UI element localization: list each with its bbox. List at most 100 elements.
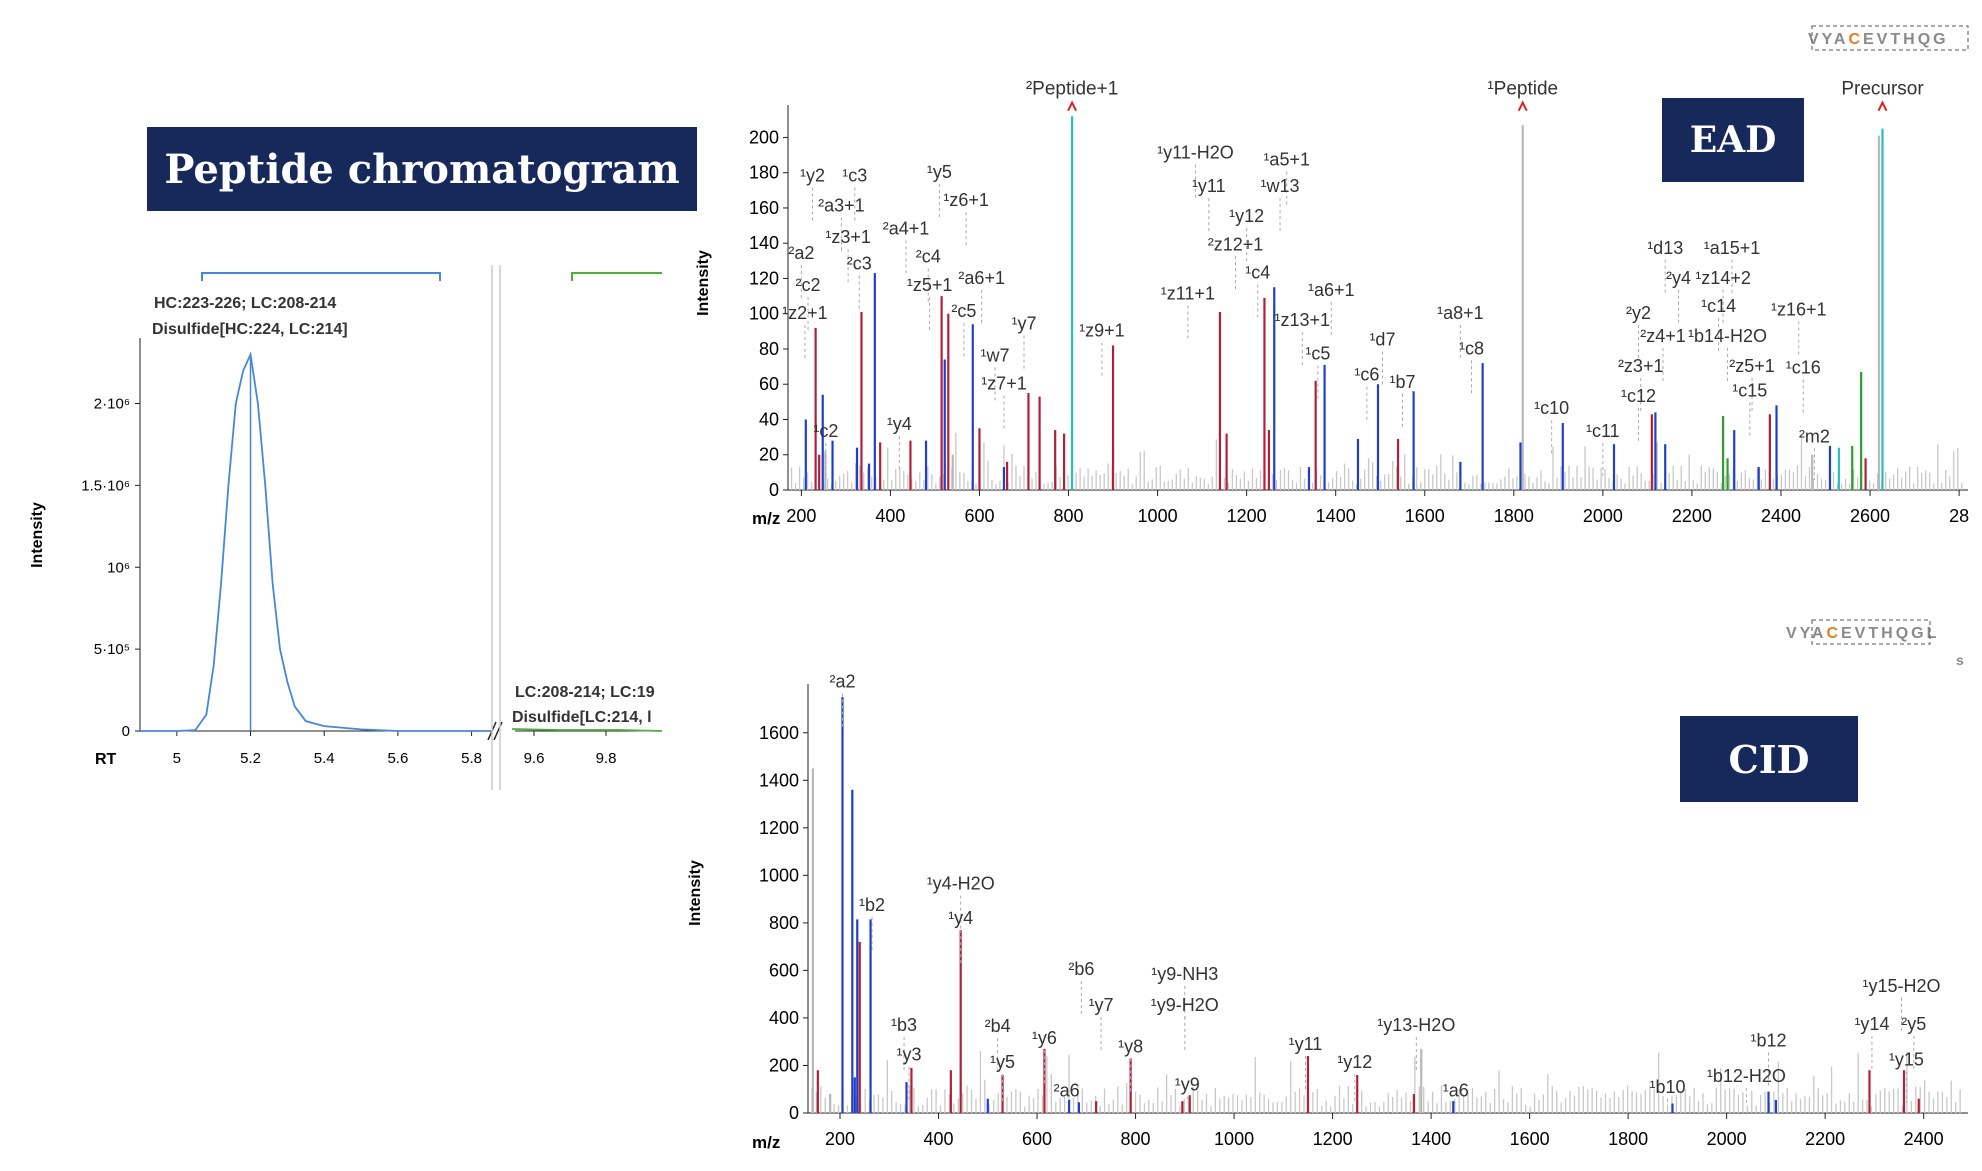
ion-label: ¹y8	[1118, 1036, 1143, 1056]
peak1-bracket	[201, 272, 441, 281]
chromatogram-trace	[140, 351, 490, 732]
ion-label: ¹b2	[859, 895, 885, 915]
spectrum-y-tick-label: 180	[749, 163, 779, 183]
ion-label: ²a3+1	[818, 195, 865, 215]
cid-chart: Intensity m/z VYACEVTHQGL s 020040060080…	[687, 619, 1968, 1152]
chromatogram-y-tick-label: 2·10⁶	[94, 396, 130, 413]
spectrum-y-tick-label: 200	[749, 127, 779, 147]
ion-label: ¹c6	[1354, 365, 1379, 385]
ion-label: ¹y11-H2O	[1157, 143, 1234, 163]
ion-label: ¹a15+1	[1704, 238, 1761, 258]
spectrum-y-tick-label: 800	[769, 913, 799, 933]
peak-label: ¹Peptide	[1487, 79, 1558, 100]
ion-label: ²b6	[1068, 959, 1094, 979]
spectrum-y-tick-label: 200	[769, 1055, 799, 1075]
spectrum-y-tick-label: 60	[759, 374, 779, 394]
peak-arrow	[1067, 100, 1077, 112]
sequence-residue: C	[1826, 625, 1841, 642]
ion-label: ¹c3	[842, 166, 867, 186]
spectrum-y-tick-label: 1400	[759, 770, 799, 790]
ion-label: ¹w7	[981, 345, 1010, 365]
spectrum-x-tick-label: 1600	[1405, 506, 1445, 526]
cid-badge: CID	[1680, 716, 1858, 802]
ion-label: ¹d13	[1647, 238, 1683, 258]
ion-label: ¹z3+1	[825, 227, 871, 247]
spectrum-x-tick-label: 400	[924, 1129, 954, 1149]
chromatogram-y-tick-label: 10⁶	[107, 559, 130, 576]
chromatogram-peak1-label-line1: HC:223-226; LC:208-214	[154, 295, 336, 312]
ion-label: ²c2	[796, 275, 821, 295]
ion-label: ²a2	[788, 243, 814, 263]
chromatogram-y-tick-label: 1.5·10⁶	[81, 477, 130, 494]
spectrum-x-tick-label: 2600	[1850, 506, 1890, 526]
sequence-residue: V	[1877, 31, 1891, 48]
sequence-residue: T	[1890, 31, 1903, 48]
ion-label: ¹y7	[1011, 314, 1036, 334]
cid-ylabel: Intensity	[687, 860, 704, 926]
sequence-residue: Q	[1896, 625, 1911, 642]
sequence-residue: E	[1841, 625, 1855, 642]
sequence-residue: A	[1834, 31, 1849, 48]
ion-label: ¹z2+1	[782, 303, 828, 323]
spectrum-x-tick-label: 1400	[1316, 506, 1356, 526]
ion-label: ¹y4	[948, 908, 973, 928]
peak2-bracket	[571, 272, 662, 281]
spectrum-y-tick-label: 600	[769, 960, 799, 980]
ion-label: ¹b3	[891, 1015, 917, 1035]
ead-xlabel: m/z	[752, 509, 780, 528]
ion-label: ¹y6	[1032, 1028, 1057, 1048]
ion-label: ¹c2	[813, 421, 838, 441]
spectrum-x-tick-label: 1600	[1510, 1129, 1550, 1149]
spectrum-x-tick-label: 1800	[1494, 506, 1534, 526]
chromatogram-y-tick-label: 0	[122, 723, 130, 740]
ion-label: ¹y15	[1889, 1049, 1924, 1069]
ion-label: ²z12+1	[1208, 234, 1264, 254]
spectrum-x-tick-label: 800	[1121, 1129, 1151, 1149]
sequence-residue: G	[1911, 625, 1926, 642]
ion-label: ¹z11+1	[1161, 284, 1215, 304]
ion-label: ¹c4	[1245, 262, 1270, 282]
chromatogram-header: Peptide chromatogram	[147, 127, 697, 211]
ion-label: ¹c14	[1701, 296, 1736, 316]
ion-label: ¹y15-H2O	[1862, 976, 1940, 996]
ion-label: ¹a5+1	[1263, 150, 1310, 170]
sequence-residue: T	[1868, 625, 1881, 642]
ion-label: ¹d7	[1369, 329, 1395, 349]
chromatogram-x-tick-label: 5	[173, 750, 181, 767]
spectrum-x-tick-label: 2200	[1672, 506, 1712, 526]
ion-label: ¹y5	[990, 1052, 1015, 1072]
ion-label: ²c5	[951, 301, 976, 321]
chromatogram-x-tick-label: 5.6	[387, 750, 408, 767]
cid-sequence-box	[1811, 619, 1931, 645]
sequence-residue: Y	[1800, 625, 1812, 642]
spectrum-x-tick-label: 28	[1949, 506, 1969, 526]
ion-label: ²z3+1	[1618, 356, 1664, 376]
ion-label: ¹z5+1	[907, 275, 953, 295]
ion-label: ²a6+1	[958, 268, 1005, 288]
spectrum-x-tick-label: 2400	[1904, 1129, 1944, 1149]
spectrum-y-tick-label: 20	[759, 445, 779, 465]
sequence-residue: Y	[1822, 31, 1834, 48]
spectrum-x-tick-label: 1000	[1214, 1129, 1254, 1149]
ion-label: ¹y9	[1175, 1074, 1200, 1094]
peak-arrow	[1517, 100, 1528, 112]
sequence-residue: V	[1808, 31, 1822, 48]
sequence-residue: H	[1903, 31, 1918, 48]
ion-label: ¹z6+1	[943, 190, 989, 210]
chromatogram-xlabel: RT	[95, 751, 117, 768]
cid-sequence: VYACEVTHQGL	[1786, 625, 1939, 642]
ion-label: ²b4	[985, 1016, 1011, 1036]
chromatogram-peak2-label-line2: Disulfide[LC:214, l	[512, 709, 652, 726]
ion-label: ¹y13-H2O	[1377, 1015, 1455, 1035]
sequence-residue: L	[1927, 625, 1940, 642]
sequence-residue: V	[1786, 625, 1800, 642]
chromatogram-x-tick-label: 9.8	[596, 750, 617, 767]
ion-label: ¹z16+1	[1771, 299, 1827, 319]
chromatogram-trace-2	[511, 728, 663, 732]
spectrum-y-tick-label: 0	[769, 480, 779, 500]
spectrum-x-tick-label: 400	[875, 506, 905, 526]
spectrum-y-tick-label: 0	[789, 1103, 799, 1123]
spectrum-y-tick-label: 160	[749, 198, 779, 218]
chromatogram-x-tick-label: 5.8	[461, 750, 482, 767]
